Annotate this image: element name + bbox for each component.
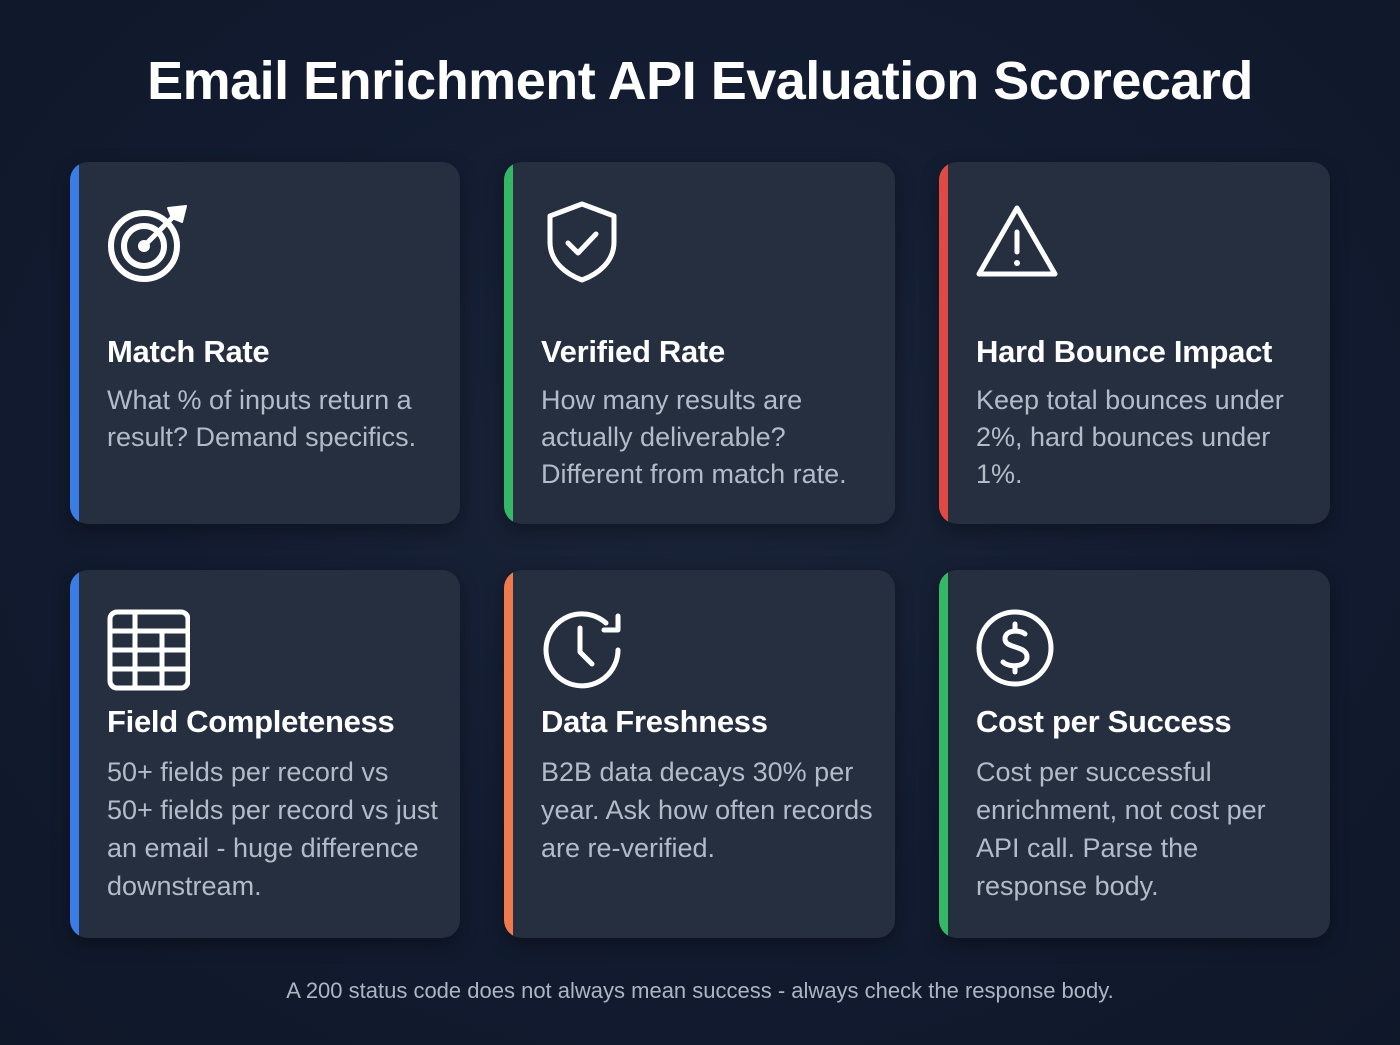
warning-triangle-icon [975, 200, 1059, 284]
accent-bar [70, 570, 79, 938]
card-description: What % of inputs return a result? Demand… [107, 385, 417, 452]
card-description: B2B data decays 30% per year. Ask how of… [541, 757, 873, 863]
card-verified-rate: Verified Rate How many results are actua… [504, 162, 895, 524]
card-title: Match Rate [107, 334, 270, 369]
card-data-freshness: Data Freshness B2B data decays 30% per y… [504, 570, 895, 938]
card-match-rate: Match Rate What % of inputs return a res… [70, 162, 460, 524]
card-title: Verified Rate [541, 334, 725, 369]
accent-bar [939, 162, 948, 524]
card-description: Cost per successful enrichment, not cost… [976, 757, 1266, 901]
card-title: Cost per Success [976, 704, 1232, 739]
clock-refresh-icon [540, 608, 624, 692]
accent-bar [504, 162, 513, 524]
card-description: How many results are actually deliverabl… [541, 385, 847, 489]
card-title: Hard Bounce Impact [976, 334, 1273, 369]
footer-note: A 200 status code does not always mean s… [286, 978, 1114, 1003]
shield-check-icon [540, 200, 624, 284]
table-grid-icon [106, 608, 190, 692]
accent-bar [504, 570, 513, 938]
card-description: 50+ fields per record vs 50+ fields per … [107, 757, 438, 901]
card-hard-bounce-impact: Hard Bounce Impact Keep total bounces un… [939, 162, 1330, 524]
dollar-circle-icon [975, 608, 1059, 692]
metric-card-grid: Match Rate What % of inputs return a res… [70, 162, 1330, 938]
accent-bar [70, 162, 79, 524]
card-cost-per-success: Cost per Success Cost per successful enr… [939, 570, 1330, 938]
card-field-completeness: Field Completeness 50+ fields per record… [70, 570, 460, 938]
card-title: Data Freshness [541, 704, 768, 739]
target-icon [106, 200, 190, 284]
accent-bar [939, 570, 948, 938]
card-title: Field Completeness [107, 704, 395, 739]
page-title: Email Enrichment API Evaluation Scorecar… [147, 51, 1253, 111]
card-description: Keep total bounces under 2%, hard bounce… [976, 385, 1284, 489]
